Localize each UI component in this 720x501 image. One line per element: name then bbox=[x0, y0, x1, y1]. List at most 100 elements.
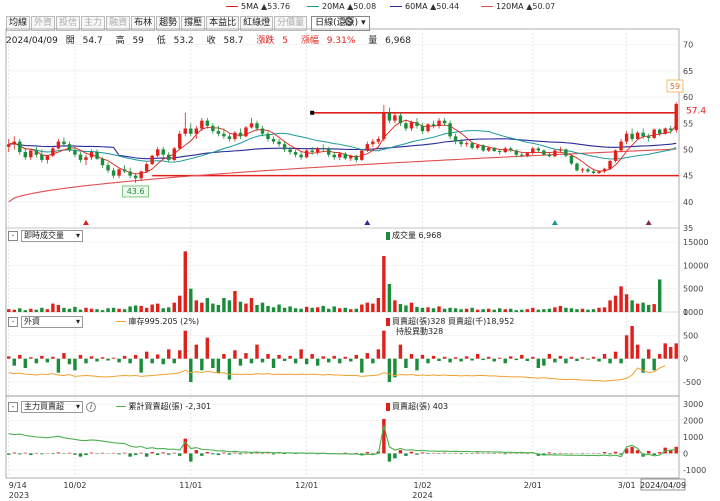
main-bar bbox=[669, 450, 673, 454]
foreign-bar bbox=[95, 358, 99, 362]
foreign-bar bbox=[12, 358, 16, 366]
foreign-bar bbox=[111, 357, 116, 359]
foreign-bar bbox=[470, 358, 474, 361]
volume-bar bbox=[387, 284, 392, 312]
main-bar bbox=[12, 452, 16, 454]
gear-icon[interactable]: ⚙ bbox=[343, 15, 355, 30]
volume-bar bbox=[343, 307, 347, 312]
volume-bar bbox=[172, 302, 176, 312]
y-tick-label: 35 bbox=[683, 224, 693, 233]
volume-bar bbox=[404, 305, 408, 312]
candle-body bbox=[84, 157, 88, 160]
low-marker: 43.6 bbox=[127, 187, 145, 196]
y-tick-label: 15000 bbox=[683, 238, 708, 247]
candle-body bbox=[481, 145, 485, 151]
x-tick-label: 12/01 bbox=[295, 481, 318, 490]
main-bar bbox=[216, 453, 221, 456]
foreign-bar bbox=[222, 354, 226, 359]
foreign-bar bbox=[51, 356, 55, 359]
foreign-bar bbox=[211, 358, 215, 368]
main-bar bbox=[442, 452, 447, 454]
volume-bar bbox=[12, 309, 16, 312]
candle-body bbox=[78, 154, 83, 160]
volume-bar bbox=[437, 306, 441, 312]
candle-body bbox=[34, 150, 39, 155]
candle-body bbox=[514, 150, 518, 155]
main-bar bbox=[238, 453, 243, 455]
volume-bar bbox=[244, 303, 248, 312]
volume-bar bbox=[34, 309, 39, 312]
x-tick-label: 10/02 bbox=[63, 481, 86, 490]
candle-body bbox=[398, 115, 403, 124]
foreign-bar bbox=[89, 356, 94, 359]
volume-readout: 6,968 bbox=[418, 231, 442, 240]
x-tick-label: 11/01 bbox=[179, 481, 202, 490]
toolbar-button-0[interactable]: 均線 bbox=[6, 16, 31, 31]
candle-body bbox=[415, 122, 419, 126]
candle-body bbox=[586, 169, 590, 172]
volume-value: 6,968 bbox=[385, 36, 411, 46]
period-selector[interactable]: 日線(還原) ▾ bbox=[311, 16, 370, 31]
candle-body bbox=[100, 158, 105, 166]
y-tick-label: 500 bbox=[683, 331, 698, 340]
candle-body bbox=[542, 150, 546, 155]
info-icon[interactable]: i bbox=[86, 402, 96, 412]
toolbar-button-6[interactable]: 趨勢 bbox=[156, 16, 181, 31]
volume-bar bbox=[282, 307, 287, 312]
toolbar-button-5[interactable]: 布林 bbox=[131, 16, 156, 31]
volume-bar bbox=[564, 307, 568, 312]
volume-bar bbox=[326, 308, 331, 312]
foreign-bar bbox=[520, 354, 524, 359]
foreign-bar bbox=[40, 355, 44, 359]
toolbar-button-2[interactable]: 投信 bbox=[56, 16, 81, 31]
y-tick-label: 0 bbox=[683, 308, 688, 317]
volume-bar bbox=[420, 307, 425, 312]
y-tick-label: 0 bbox=[683, 449, 688, 458]
volume-selector[interactable]: 即時成交量 ▾ bbox=[21, 230, 83, 242]
foreign-info: 買賣超(張)328 買賣超(千)18,952 bbox=[386, 316, 514, 327]
y-tick-label: 1000 bbox=[683, 433, 703, 442]
foreign-bar bbox=[172, 358, 176, 364]
toolbar-button-4[interactable]: 融資 bbox=[106, 16, 131, 31]
main-bar bbox=[365, 452, 370, 454]
toolbar-button-3[interactable]: 主力 bbox=[81, 16, 106, 31]
volume-bar bbox=[657, 279, 662, 312]
toolbar-button-10[interactable]: 分價量 bbox=[274, 16, 308, 31]
main-selector[interactable]: 主力買賣超 ▾ bbox=[21, 401, 83, 413]
foreign-bar bbox=[128, 358, 132, 364]
foreign-bar bbox=[619, 358, 623, 364]
candle-body bbox=[338, 153, 342, 158]
foreign-bar bbox=[155, 354, 160, 359]
main-bar bbox=[100, 452, 105, 454]
main-bar bbox=[420, 452, 425, 454]
candle-body bbox=[437, 120, 441, 126]
foreign-selector[interactable]: 外資 ▾ bbox=[21, 316, 83, 328]
toolbar-button-8[interactable]: 本益比 bbox=[206, 16, 240, 31]
y-tick-label: -1000 bbox=[683, 466, 706, 475]
foreign-change: 持股異動328 bbox=[396, 327, 444, 336]
foreign-bar bbox=[349, 358, 353, 362]
foreign-bar bbox=[365, 353, 370, 359]
collapse-toggle[interactable]: - bbox=[8, 231, 18, 241]
main-bar bbox=[520, 452, 524, 454]
volume-bar bbox=[442, 308, 447, 312]
volume-bar bbox=[553, 307, 557, 312]
volume-bar bbox=[89, 308, 94, 312]
foreign-bar bbox=[464, 356, 469, 359]
collapse-toggle[interactable]: - bbox=[8, 402, 18, 412]
main-bar bbox=[674, 446, 678, 454]
foreign-bar bbox=[67, 358, 72, 365]
main-bar bbox=[542, 453, 546, 456]
y-tick-label: 1000 bbox=[683, 308, 703, 317]
toolbar-button-9[interactable]: 紅綠燈 bbox=[240, 16, 274, 31]
foreign-bar bbox=[613, 351, 618, 359]
candle-body bbox=[475, 145, 480, 148]
candle-body bbox=[167, 154, 171, 160]
y-tick-label: 3000 bbox=[683, 400, 703, 409]
toolbar-button-7[interactable]: 撐壓 bbox=[181, 16, 206, 31]
toolbar-button-1[interactable]: 外資 bbox=[31, 16, 56, 31]
foreign-bar bbox=[448, 358, 452, 363]
collapse-toggle[interactable]: - bbox=[8, 317, 18, 327]
resistance-anchor bbox=[310, 110, 315, 115]
volume-bar bbox=[222, 298, 226, 312]
